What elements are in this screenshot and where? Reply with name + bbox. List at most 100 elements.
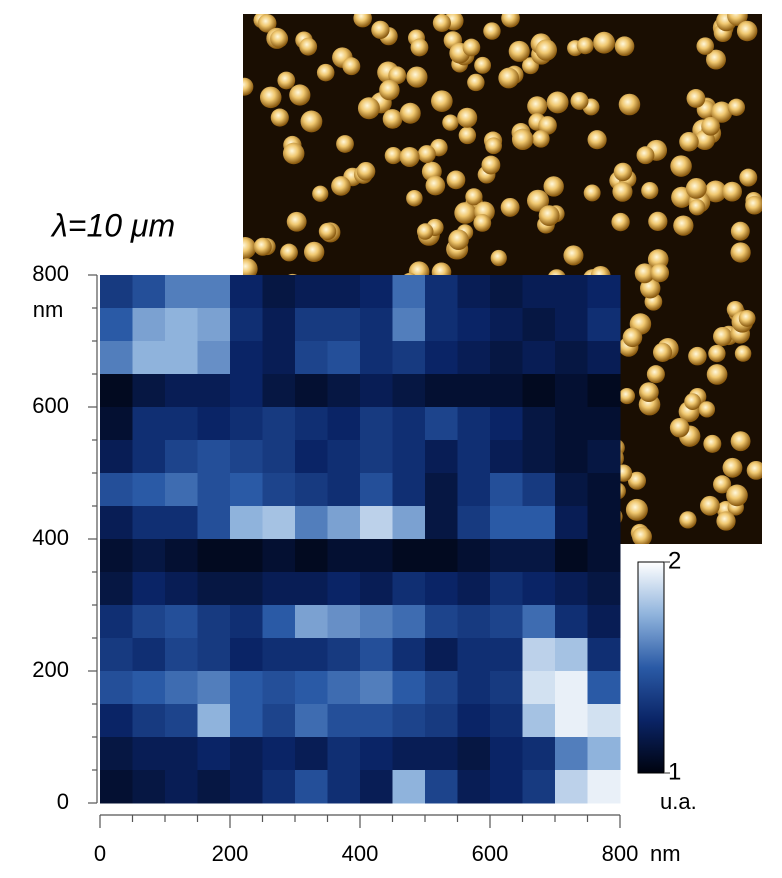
bead [679, 131, 699, 152]
heat-cell [555, 605, 588, 639]
heat-cell [197, 275, 231, 309]
heat-cell [490, 605, 523, 639]
heat-cell [262, 539, 296, 573]
heat-cell [132, 539, 166, 573]
heat-cell [100, 638, 133, 672]
bead [371, 20, 390, 39]
bead [483, 22, 501, 40]
heat-cell [295, 704, 328, 738]
bead [500, 197, 520, 217]
x-tick-label: 400 [342, 841, 379, 866]
heat-cell [165, 539, 198, 573]
heat-cell [392, 671, 426, 705]
heat-cell [360, 341, 393, 375]
bead [634, 263, 655, 284]
heat-cell [262, 572, 296, 606]
heat-cell [230, 374, 263, 408]
heat-cell [295, 737, 328, 771]
heat-cell [425, 539, 458, 573]
bead [713, 326, 733, 347]
bead [243, 237, 257, 259]
heat-cell [392, 374, 426, 408]
heat-cell [555, 737, 588, 771]
heat-cell [262, 638, 296, 672]
heat-cell [360, 737, 393, 771]
heat-cell [587, 737, 621, 771]
heat-cell [490, 572, 523, 606]
bead [543, 176, 564, 197]
heat-cell [262, 704, 296, 738]
heat-cell [100, 341, 133, 375]
heat-cell [295, 539, 328, 573]
heat-cell [522, 440, 556, 474]
heat-cell [100, 440, 133, 474]
heat-cell [392, 770, 426, 804]
heat-cell [132, 440, 166, 474]
heat-cell [295, 473, 328, 507]
heat-cell [230, 308, 263, 342]
bead [431, 90, 453, 112]
y-tick-label: 200 [32, 657, 69, 682]
heat-cell [490, 275, 523, 309]
bead [432, 14, 451, 32]
heat-cell [230, 737, 263, 771]
heat-cell [132, 506, 166, 540]
heat-cell [165, 737, 198, 771]
heat-cell [457, 704, 491, 738]
heat-cell [165, 638, 198, 672]
heat-cell [197, 341, 231, 375]
heat-cell [392, 539, 426, 573]
heat-cell [587, 671, 621, 705]
heat-cell [425, 374, 458, 408]
heat-cell [522, 407, 556, 441]
heat-cell [490, 770, 523, 804]
bead [467, 73, 485, 92]
colorbar-tick-label: 2 [668, 547, 681, 574]
heat-cell [490, 473, 523, 507]
heat-cell [425, 572, 458, 606]
heat-cell [587, 539, 621, 573]
heat-cell [457, 671, 491, 705]
bead [253, 237, 272, 256]
bead [446, 170, 466, 190]
heat-cell [197, 770, 231, 804]
bead [688, 346, 707, 366]
heat-cell [132, 605, 166, 639]
heat-cell [457, 638, 491, 672]
bead [280, 243, 298, 262]
heat-cell [522, 341, 556, 375]
heat-cell [295, 308, 328, 342]
heat-cell [457, 374, 491, 408]
heat-cell [587, 275, 621, 309]
heat-cell [522, 770, 556, 804]
bead [299, 37, 318, 56]
bead [399, 102, 421, 124]
heat-cell [295, 374, 328, 408]
bead [736, 20, 758, 42]
heat-cell [490, 704, 523, 738]
heat-cell [100, 473, 133, 507]
bead [722, 457, 743, 478]
heat-cell [100, 374, 133, 408]
bead [686, 89, 706, 108]
heat-cell [555, 671, 588, 705]
heat-cell [555, 473, 588, 507]
heat-cell [262, 770, 296, 804]
heat-cell [457, 440, 491, 474]
heat-cell [327, 440, 361, 474]
bead [303, 241, 325, 263]
heat-cell [295, 506, 328, 540]
bead [613, 162, 633, 182]
heat-cell [197, 506, 231, 540]
heat-cell [360, 539, 393, 573]
heat-cell [587, 572, 621, 606]
heat-cell [425, 440, 458, 474]
bead [641, 181, 659, 200]
heat-cell [197, 407, 231, 441]
heat-cell [360, 671, 393, 705]
bead [331, 176, 351, 196]
bead [726, 484, 748, 507]
heat-cell [392, 275, 426, 309]
heat-cell [327, 770, 361, 804]
bead [353, 14, 372, 28]
